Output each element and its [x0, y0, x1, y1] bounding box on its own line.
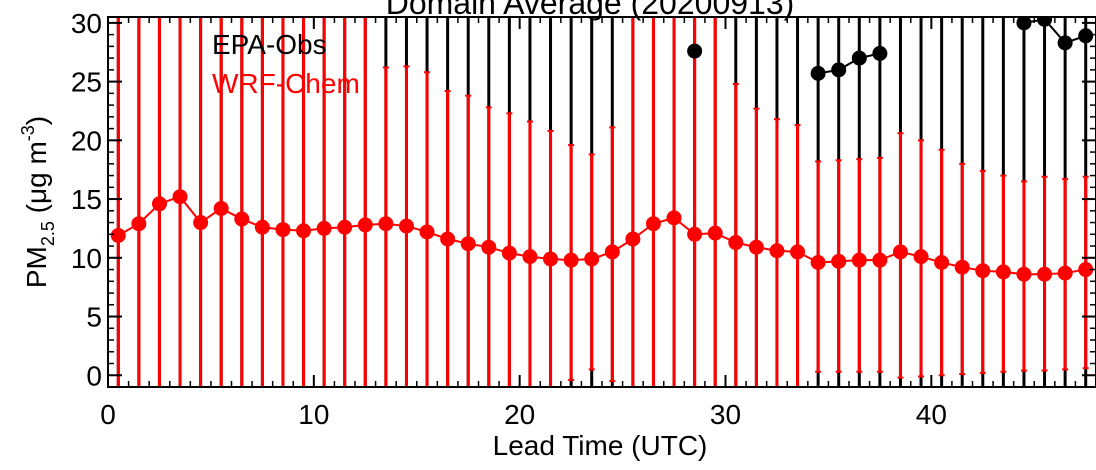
model-point	[810, 254, 826, 270]
model-point	[440, 231, 456, 247]
model-point	[1078, 262, 1094, 278]
model-point	[110, 227, 126, 243]
model-point	[254, 219, 270, 235]
model-point	[995, 264, 1011, 280]
model-point	[625, 231, 641, 247]
model-point	[584, 251, 600, 267]
x-tick-label: 10	[298, 399, 329, 430]
model-point	[275, 222, 291, 238]
x-tick-label: 20	[504, 399, 535, 430]
model-point	[131, 216, 147, 232]
model-point	[522, 249, 538, 265]
model-point	[460, 236, 476, 252]
model-point	[666, 210, 682, 226]
data-layer	[110, 17, 1094, 387]
x-tick-label: 40	[916, 399, 947, 430]
model-point	[172, 189, 188, 205]
model-point	[687, 226, 703, 242]
legend-model: WRF-Chem	[212, 68, 360, 99]
model-point	[419, 224, 435, 240]
model-point	[872, 252, 888, 268]
obs-point	[1037, 17, 1053, 27]
model-point	[748, 239, 764, 255]
model-point	[296, 223, 312, 239]
model-point	[1057, 265, 1073, 281]
model-point	[769, 243, 785, 259]
model-point	[645, 216, 661, 232]
obs-point	[851, 50, 867, 66]
obs-point	[1078, 28, 1094, 44]
model-point	[975, 263, 991, 279]
model-point	[481, 239, 497, 255]
y-tick-label: 15	[71, 184, 102, 215]
model-point	[851, 252, 867, 268]
x-tick-label: 0	[100, 399, 116, 430]
x-tick-label: 30	[710, 399, 741, 430]
x-axis-label: Lead Time (UTC)	[493, 430, 708, 461]
model-point	[831, 253, 847, 269]
y-tick-label: 20	[71, 125, 102, 156]
model-point	[563, 252, 579, 268]
obs-point	[872, 45, 888, 61]
model-point	[934, 254, 950, 270]
axes-layer: 0 10 20 30 40 0 5 10 15 20 25 30	[71, 8, 1096, 430]
model-point	[316, 220, 332, 236]
model-point	[357, 217, 373, 233]
model-point	[213, 200, 229, 216]
model-point	[378, 216, 394, 232]
model-point	[1016, 266, 1032, 282]
model-point	[501, 245, 517, 261]
y-tick-label: 10	[71, 243, 102, 274]
y-tick-label: 5	[86, 302, 102, 333]
obs-point	[1057, 35, 1073, 51]
model-point	[790, 244, 806, 260]
model-point	[954, 259, 970, 275]
model-point	[913, 249, 929, 265]
model-point	[337, 219, 353, 235]
obs-line	[817, 52, 881, 75]
model-point	[543, 251, 559, 267]
chart-title: Domain Average (20200913)	[386, 0, 795, 21]
legend-obs: EPA-Obs	[212, 29, 327, 60]
model-point	[193, 215, 209, 231]
model-point	[728, 235, 744, 251]
model-point	[1037, 266, 1053, 282]
model-point	[604, 244, 620, 260]
model-point	[234, 211, 250, 227]
y-tick-label: 30	[71, 8, 102, 39]
model-point	[707, 225, 723, 241]
obs-point	[831, 62, 847, 78]
model-point	[398, 218, 414, 234]
obs-point	[1016, 17, 1032, 31]
model-point	[892, 244, 908, 260]
model-point	[151, 196, 167, 212]
obs-point	[687, 43, 703, 59]
y-tick-label: 0	[86, 360, 102, 391]
obs-point	[810, 65, 826, 81]
y-axis-label: PM2.5 (μg m-3)	[18, 116, 58, 288]
y-tick-label: 25	[71, 67, 102, 98]
